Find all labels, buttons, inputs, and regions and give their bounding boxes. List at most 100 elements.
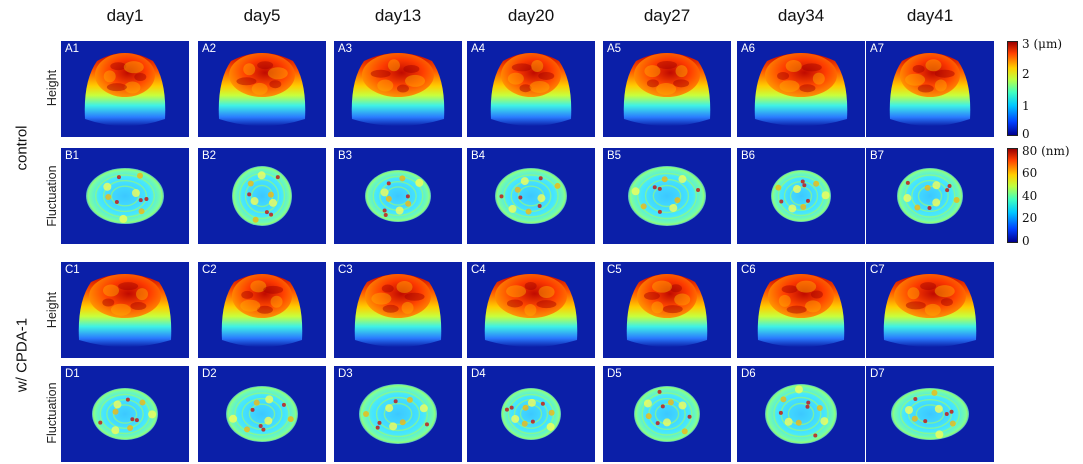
panel-d7: D7 — [866, 366, 994, 462]
height-unit: (μm) — [1033, 37, 1063, 51]
column-header-day27: day27 — [643, 6, 691, 25]
panel-d5: D5 — [603, 366, 731, 462]
panel-label: D6 — [741, 368, 756, 380]
panel-b4: B4 — [467, 148, 595, 244]
panel-label: A3 — [338, 43, 353, 55]
height-map-a5 — [623, 53, 711, 126]
panel-d1: D1 — [61, 366, 189, 462]
panel-d6: D6 — [737, 366, 865, 462]
fluctuation-map-b5 — [628, 166, 706, 226]
panel-c2: C2 — [198, 262, 326, 358]
fluct-tick-40: 40 — [1022, 189, 1038, 203]
panel-c7: C7 — [866, 262, 994, 358]
height-map-a6 — [754, 53, 848, 126]
panel-label: B7 — [870, 150, 885, 162]
panel-c3: C3 — [334, 262, 462, 358]
panel-label: C4 — [471, 264, 486, 276]
panel-a4: A4 — [467, 41, 595, 137]
height-tick-0: 0 — [1022, 127, 1030, 141]
fluct-tick-60: 60 — [1022, 166, 1038, 180]
row-label-b: Fluctuation — [45, 165, 59, 227]
group-label-control: control — [13, 125, 31, 171]
column-header-day13: day13 — [374, 6, 422, 25]
row-label-c: Height — [45, 291, 59, 329]
fluct-tick-80: 80 (nm) — [1022, 144, 1070, 158]
height-map-c4 — [484, 274, 578, 347]
panel-label: C2 — [202, 264, 217, 276]
panel-label: B4 — [471, 150, 486, 162]
height-map-c6 — [757, 274, 845, 347]
group-label-cpda1: w/ CPDA-1 — [13, 317, 31, 393]
height-map-a2 — [218, 53, 306, 126]
panel-label: A5 — [607, 43, 622, 55]
panel-b3: B3 — [334, 148, 462, 244]
height-map-a4 — [490, 53, 572, 126]
panel-c4: C4 — [467, 262, 595, 358]
panel-label: D1 — [65, 368, 80, 380]
panel-label: B3 — [338, 150, 353, 162]
column-header-day1: day1 — [106, 6, 144, 25]
row-label-d: Fluctuation — [45, 382, 59, 444]
panel-a2: A2 — [198, 41, 326, 137]
fluct-tick-20: 20 — [1022, 211, 1038, 225]
panel-d2: D2 — [198, 366, 326, 462]
panel-label: D2 — [202, 368, 217, 380]
height-map-a1 — [84, 53, 166, 126]
row-label-a: Height — [45, 69, 59, 107]
panel-label: A1 — [65, 43, 80, 55]
panel-label: C3 — [338, 264, 353, 276]
height-map-a3 — [351, 53, 445, 126]
panel-label: D5 — [607, 368, 622, 380]
fluctuation-map-d1 — [92, 388, 158, 440]
height-map-c3 — [354, 274, 442, 347]
fluctuation-map-d5 — [634, 386, 700, 442]
height-tick-2: 2 — [1022, 67, 1030, 81]
panel-label: C6 — [741, 264, 756, 276]
panel-a6: A6 — [737, 41, 865, 137]
column-header-day5: day5 — [243, 6, 281, 25]
fluctuation-map-b6 — [771, 170, 831, 222]
panel-a1: A1 — [61, 41, 189, 137]
panel-c5: C5 — [603, 262, 731, 358]
panel-a5: A5 — [603, 41, 731, 137]
panel-label: D3 — [338, 368, 353, 380]
fluct-unit: (nm) — [1041, 144, 1070, 158]
column-header-day41: day41 — [906, 6, 954, 25]
fluctuation-map-d3 — [359, 384, 437, 444]
fluctuation-map-d4 — [501, 388, 561, 440]
panel-label: C1 — [65, 264, 80, 276]
panel-label: B5 — [607, 150, 622, 162]
panel-label: C7 — [870, 264, 885, 276]
height-map-a7 — [889, 53, 971, 126]
panel-a7: A7 — [866, 41, 994, 137]
panel-b5: B5 — [603, 148, 731, 244]
fluctuation-map-b4 — [495, 168, 567, 224]
panel-label: B1 — [65, 150, 80, 162]
panel-label: C5 — [607, 264, 622, 276]
fluctuation-map-d6 — [765, 384, 837, 444]
height-map-c1 — [78, 274, 172, 347]
panel-label: A7 — [870, 43, 885, 55]
panel-d3: D3 — [334, 366, 462, 462]
fluct-tick-0: 0 — [1022, 234, 1030, 248]
panel-b2: B2 — [198, 148, 326, 244]
height-map-c2 — [221, 274, 303, 347]
panel-d4: D4 — [467, 366, 595, 462]
fluctuation-map-d2 — [226, 386, 298, 442]
height-map-c7 — [883, 274, 977, 347]
panel-c6: C6 — [737, 262, 865, 358]
height-tick-3: 3 (μm) — [1022, 37, 1063, 51]
fluctuation-colorbar — [1007, 148, 1018, 243]
column-header-day20: day20 — [507, 6, 555, 25]
fluctuation-map-b7 — [897, 168, 963, 224]
panel-label: B6 — [741, 150, 756, 162]
panel-label: D4 — [471, 368, 486, 380]
panel-label: A4 — [471, 43, 486, 55]
height-map-c5 — [626, 274, 708, 347]
fluctuation-map-b1 — [86, 168, 164, 224]
column-header-day34: day34 — [777, 6, 825, 25]
panel-label: A2 — [202, 43, 217, 55]
panel-c1: C1 — [61, 262, 189, 358]
fluctuation-map-d7 — [891, 388, 969, 440]
panel-label: A6 — [741, 43, 756, 55]
